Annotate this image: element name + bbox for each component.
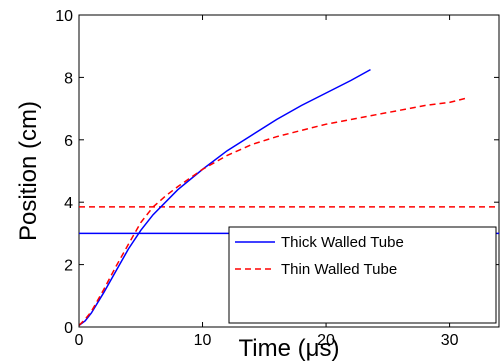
y-tick-label: 10: [55, 8, 73, 25]
x-axis-label: Time (μs): [239, 335, 340, 362]
series-lines: [78, 68, 469, 327]
x-tick-label: 20: [317, 332, 335, 349]
legend-entry-thick-walled-tube: Thick Walled Tube: [281, 234, 404, 251]
y-tick-label: 0: [64, 320, 73, 337]
plot-frame: [78, 14, 500, 328]
x-axis-ticks: 0 10 20 30: [75, 15, 459, 349]
legend: Thick Walled Tube Thin Walled Tube: [228, 226, 497, 324]
y-axis-ticks: 0 2 4 6 8 10: [55, 8, 499, 337]
y-tick-label: 4: [64, 195, 73, 212]
x-tick-label: 30: [441, 332, 459, 349]
legend-box: [228, 226, 497, 324]
y-tick-label: 6: [64, 133, 73, 150]
x-tick-label: 0: [75, 332, 84, 349]
y-axis-label: Position (cm): [15, 101, 42, 241]
x-tick-label: 10: [194, 332, 212, 349]
y-tick-label: 8: [64, 70, 73, 87]
series-line-thick-walled-tube: [78, 68, 371, 327]
legend-entry-thin-walled-tube: Thin Walled Tube: [281, 261, 397, 278]
y-tick-label: 2: [64, 258, 73, 275]
